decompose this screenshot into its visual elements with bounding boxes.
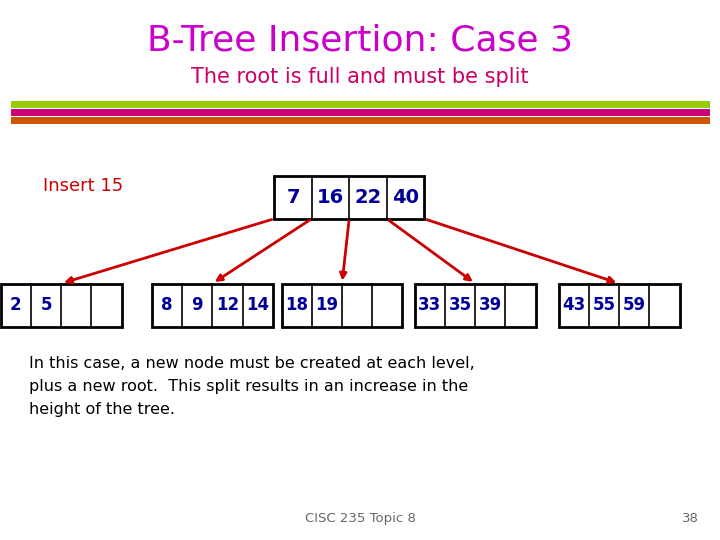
Text: 55: 55 — [593, 296, 616, 314]
Text: B-Tree Insertion: Case 3: B-Tree Insertion: Case 3 — [147, 24, 573, 57]
Text: 43: 43 — [562, 296, 585, 314]
Bar — [152, 284, 273, 327]
Bar — [1, 284, 122, 327]
Text: 14: 14 — [246, 296, 269, 314]
Text: 40: 40 — [392, 187, 419, 207]
Text: 7: 7 — [287, 187, 300, 207]
Text: 8: 8 — [161, 296, 173, 314]
Text: 33: 33 — [418, 296, 441, 314]
Text: 12: 12 — [216, 296, 239, 314]
Bar — [415, 284, 536, 327]
Text: 18: 18 — [285, 296, 308, 314]
Text: 16: 16 — [317, 187, 344, 207]
Text: 22: 22 — [354, 187, 382, 207]
Bar — [559, 284, 680, 327]
Bar — [274, 176, 424, 219]
Text: 59: 59 — [623, 296, 646, 314]
Text: 2: 2 — [10, 296, 22, 314]
Text: 38: 38 — [682, 512, 698, 525]
Text: CISC 235 Topic 8: CISC 235 Topic 8 — [305, 512, 415, 525]
Text: In this case, a new node must be created at each level,
plus a new root.  This s: In this case, a new node must be created… — [29, 356, 474, 417]
Text: 19: 19 — [315, 296, 338, 314]
Text: 5: 5 — [40, 296, 52, 314]
Bar — [282, 284, 402, 327]
Text: The root is full and must be split: The root is full and must be split — [192, 66, 528, 87]
Text: 9: 9 — [192, 296, 203, 314]
Text: 35: 35 — [449, 296, 472, 314]
Text: 39: 39 — [479, 296, 502, 314]
Text: Insert 15: Insert 15 — [43, 177, 123, 195]
